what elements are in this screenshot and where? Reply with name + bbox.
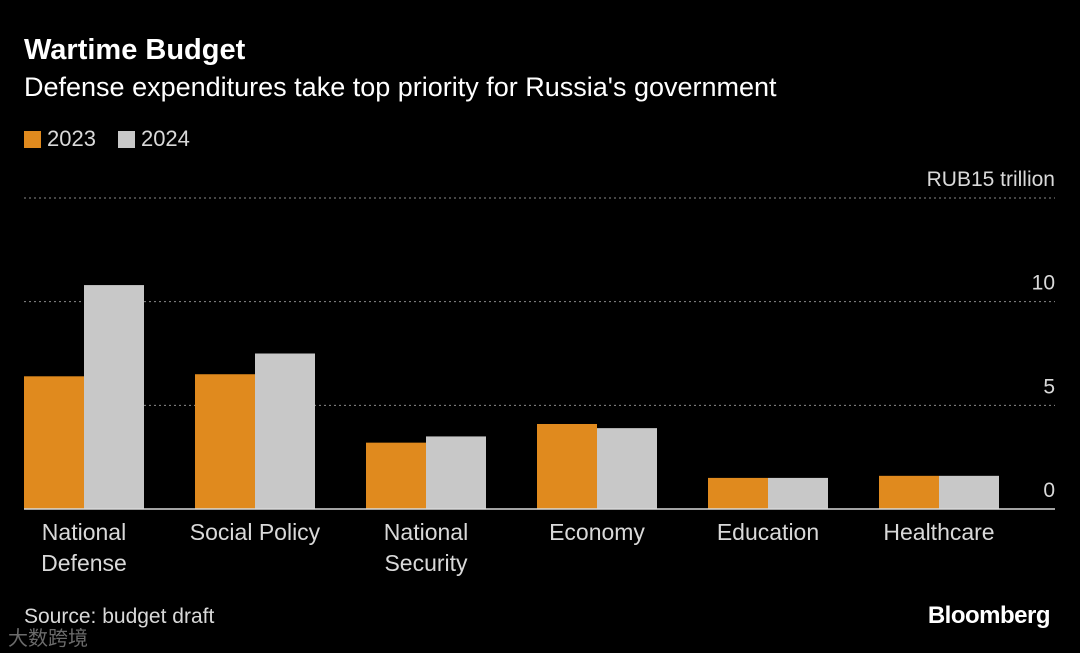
bar-2023-0: [24, 376, 84, 509]
y-tick-label-5: 5: [1043, 375, 1055, 398]
category-label-3-0: Economy: [549, 519, 645, 545]
legend-label-2023: 2023: [47, 126, 96, 151]
bar-2024-1: [255, 353, 315, 509]
y-tick-label-10: 10: [1032, 272, 1055, 295]
legend: 2023 2024: [24, 126, 202, 152]
chart-subtitle: Defense expenditures take top priority f…: [24, 72, 777, 102]
bar-2024-5: [939, 475, 999, 509]
bar-2023-3: [537, 423, 597, 509]
bloomberg-logo: Bloomberg: [927, 602, 1051, 629]
bar-2023-2: [366, 442, 426, 509]
category-label-0-0: National: [42, 519, 126, 545]
watermark: 大数跨境: [8, 628, 88, 650]
bar-2024-4: [768, 477, 828, 509]
legend-label-2024: 2024: [140, 126, 190, 151]
bar-2023-1: [195, 374, 255, 509]
y-tick-label-15: RUB15 trillion: [927, 168, 1055, 191]
category-label-5-0: Healthcare: [883, 519, 994, 545]
bar-2023-5: [879, 475, 939, 509]
category-label-1-0: Social Policy: [190, 519, 321, 545]
category-label-4-0: Education: [717, 519, 819, 545]
category-label-0-1: Defense: [41, 550, 127, 576]
legend-item-2023: 2023: [24, 126, 96, 152]
bar-2024-2: [426, 436, 486, 509]
y-tick-label-0: 0: [1043, 479, 1055, 502]
bar-2023-4: [708, 477, 768, 509]
category-label-2-1: Security: [384, 550, 468, 576]
bar-2024-0: [84, 285, 144, 509]
source-note: Source: budget draft: [24, 605, 215, 628]
legend-item-2024: 2024: [117, 126, 190, 152]
legend-swatch-2023: [24, 130, 41, 148]
legend-swatch-2024: [117, 130, 135, 148]
chart-title: Wartime Budget: [24, 34, 246, 66]
category-label-2-0: National: [384, 519, 468, 545]
bar-2024-3: [597, 428, 657, 509]
